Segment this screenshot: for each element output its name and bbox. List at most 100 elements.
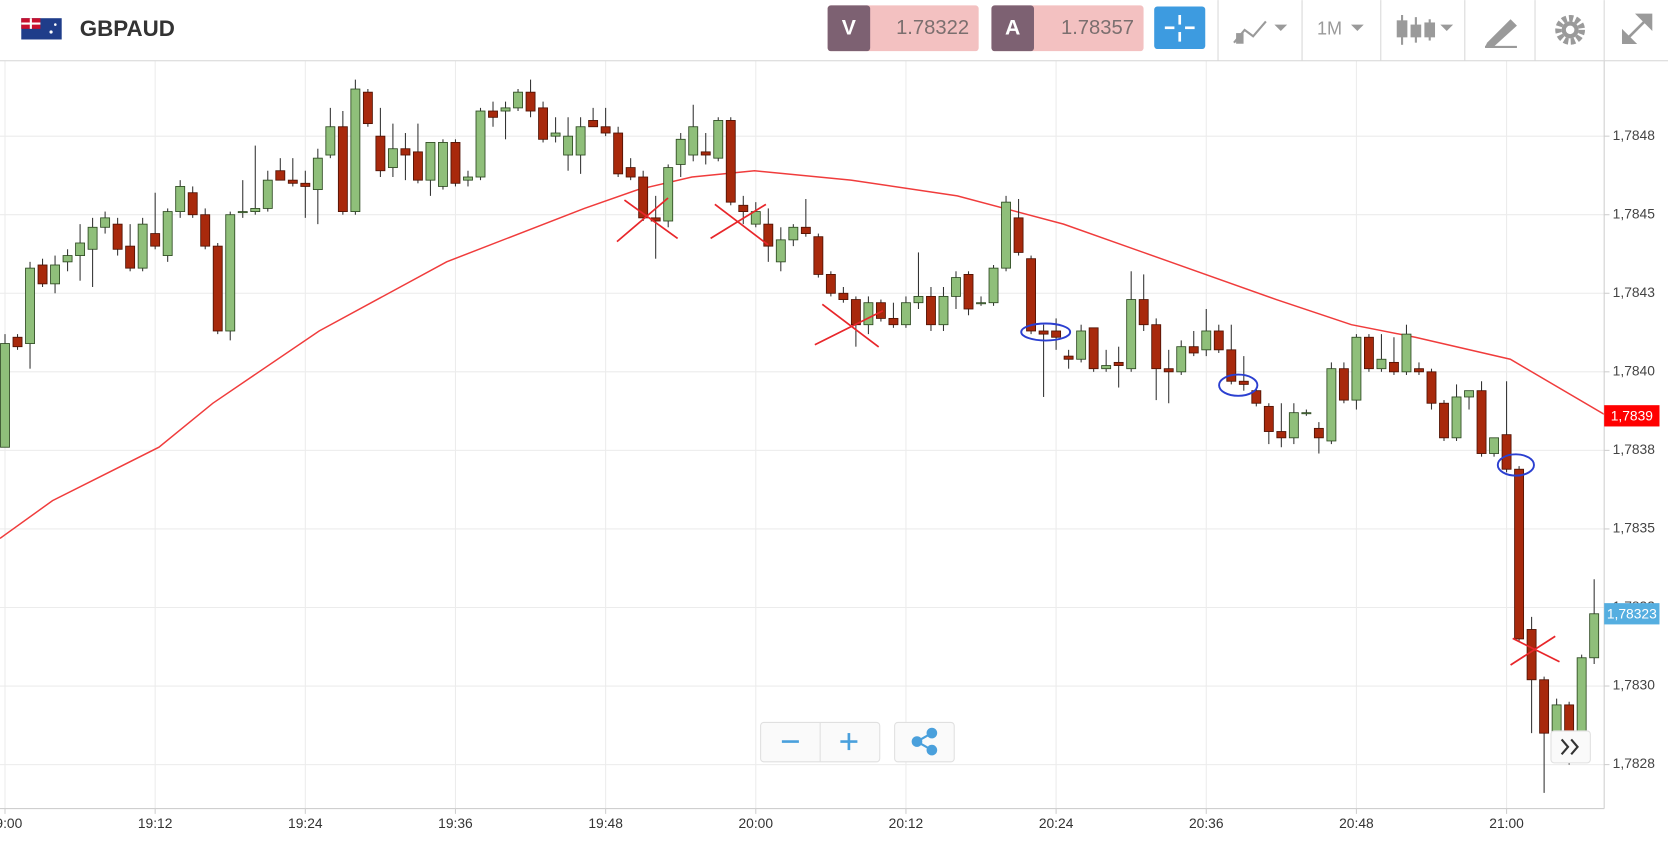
y-tick-label: 1,7848 — [1613, 127, 1656, 143]
draw-tool-button[interactable] — [1485, 19, 1517, 48]
icon-stroke — [1570, 738, 1579, 756]
candle-body — [62, 255, 73, 263]
candle-body — [738, 204, 749, 213]
candle-body — [1539, 679, 1550, 734]
candle-body — [838, 292, 849, 300]
candle-style-button[interactable] — [1396, 15, 1454, 45]
crosshair-button[interactable] — [1154, 6, 1206, 50]
candle-body — [700, 151, 711, 156]
x-tick-label: 20:12 — [889, 815, 924, 831]
candle-body — [525, 91, 536, 112]
candle-body — [413, 151, 423, 181]
x-tick-label: 20:48 — [1339, 815, 1374, 831]
price-tag — [1604, 405, 1660, 427]
candle-body — [237, 211, 248, 214]
cross-annotations — [616, 197, 1560, 666]
candle-body — [187, 192, 198, 216]
candle-body — [262, 179, 273, 209]
candle-body — [938, 295, 949, 326]
candle-body — [638, 176, 649, 219]
x-tick-label: 19:24 — [288, 815, 323, 831]
candle-body — [988, 267, 999, 304]
candle-body — [1338, 368, 1349, 401]
candle-body — [75, 242, 86, 256]
candle-body — [1251, 390, 1262, 404]
icon-dot — [911, 736, 923, 747]
chart-type-button[interactable] — [1233, 20, 1288, 44]
zoom-in-button[interactable] — [840, 733, 858, 751]
price-tag-label: 1,78323 — [1607, 605, 1657, 621]
gear-teeth — [1555, 15, 1586, 45]
x-tick-label: 19:00 — [0, 815, 23, 831]
candle-body — [175, 186, 186, 213]
candle-body — [1501, 434, 1512, 470]
candle-body — [350, 88, 361, 213]
candle-body — [888, 317, 899, 326]
candle-body — [387, 148, 398, 169]
candle-body — [1313, 427, 1324, 439]
x-tick-label: 21:00 — [1489, 815, 1524, 831]
candle-body — [951, 277, 961, 297]
ask-tag — [991, 5, 1034, 52]
candle-body — [1101, 365, 1112, 370]
timeframe[interactable]: 1M — [1317, 19, 1342, 39]
candle-body — [1439, 402, 1449, 439]
candle-body — [450, 142, 461, 184]
candle-body — [287, 179, 298, 184]
dropdown-arrow — [1274, 24, 1288, 31]
grid — [0, 60, 1605, 809]
candle-body — [1188, 346, 1199, 354]
icon-stroke — [1621, 28, 1638, 44]
candle-body — [488, 110, 498, 118]
moving-average — [0, 169, 1605, 539]
candle-body — [963, 273, 974, 310]
settings-button[interactable] — [1555, 15, 1586, 45]
candle-body — [1126, 299, 1137, 370]
candle-body — [926, 295, 936, 326]
cross — [1512, 637, 1560, 663]
y-tick-label: 1,7838 — [1613, 441, 1656, 457]
candle-body — [1038, 330, 1049, 335]
candle-body — [1138, 299, 1149, 326]
price-tag-label: 1,7839 — [1611, 408, 1654, 424]
candle-body — [613, 132, 624, 175]
flag — [21, 18, 62, 40]
candle-body — [850, 299, 861, 326]
candle-body — [1063, 355, 1074, 360]
moving-average-layer — [0, 169, 1605, 539]
share-button[interactable] — [894, 721, 955, 763]
candle-body — [200, 214, 211, 247]
candle-body — [913, 295, 924, 304]
axis-labels: 1,7848 1,7845 1,7843 1,7840 1,7838 1,7835 1,78… — [0, 127, 1655, 831]
symbol: GBPAUD — [80, 16, 175, 41]
candle-body — [275, 170, 286, 181]
candle-body — [300, 182, 311, 187]
ellipse-annotations — [1020, 322, 1535, 477]
cross — [623, 199, 679, 240]
x-tick-label: 20:36 — [1189, 815, 1224, 831]
candle-body — [1113, 361, 1124, 366]
y-tick-label: 1,7843 — [1613, 284, 1656, 300]
candle-body — [225, 214, 236, 332]
x-tick-label: 20:24 — [1039, 815, 1074, 831]
candle-body — [813, 236, 824, 275]
candle-body — [312, 157, 323, 191]
candle-body — [1564, 704, 1575, 734]
candle-body — [37, 264, 48, 285]
candle-body — [675, 138, 686, 165]
candle-body — [1451, 396, 1462, 439]
zoom-controls — [760, 721, 1591, 764]
bid-label: V — [842, 15, 857, 39]
ask-price: 1.78357 — [1061, 17, 1134, 39]
flag-star — [49, 30, 53, 34]
candle-body — [563, 135, 574, 156]
candle-body — [1526, 629, 1537, 681]
scroll-end-button[interactable] — [1550, 730, 1591, 764]
candle-body — [713, 120, 724, 159]
candle-body — [12, 336, 23, 348]
cross — [616, 197, 669, 243]
fullscreen-button[interactable] — [1621, 13, 1653, 44]
candle-body — [1363, 336, 1374, 370]
candle-body — [1389, 361, 1399, 373]
